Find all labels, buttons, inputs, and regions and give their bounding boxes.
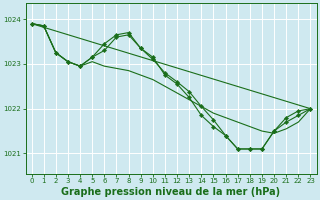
- X-axis label: Graphe pression niveau de la mer (hPa): Graphe pression niveau de la mer (hPa): [61, 187, 281, 197]
